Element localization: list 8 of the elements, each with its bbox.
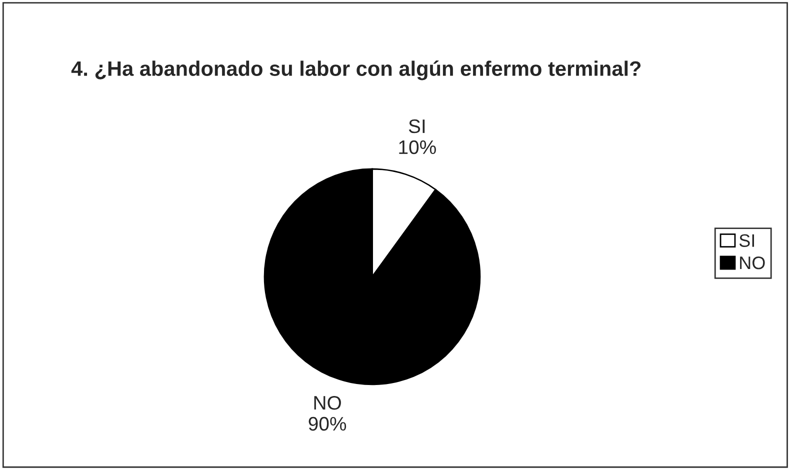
slice-label: SI <box>408 119 425 134</box>
legend-label: SI <box>739 234 754 247</box>
chart-title: 4. ¿Ha abandonado su labor con algún enfermo terminal? <box>71 60 641 80</box>
legend-label: NO <box>740 256 765 270</box>
data-label: 10% <box>399 140 436 154</box>
pie-slice <box>264 168 481 386</box>
slice-label: NO <box>314 396 341 410</box>
data-label: 90% <box>308 416 346 431</box>
